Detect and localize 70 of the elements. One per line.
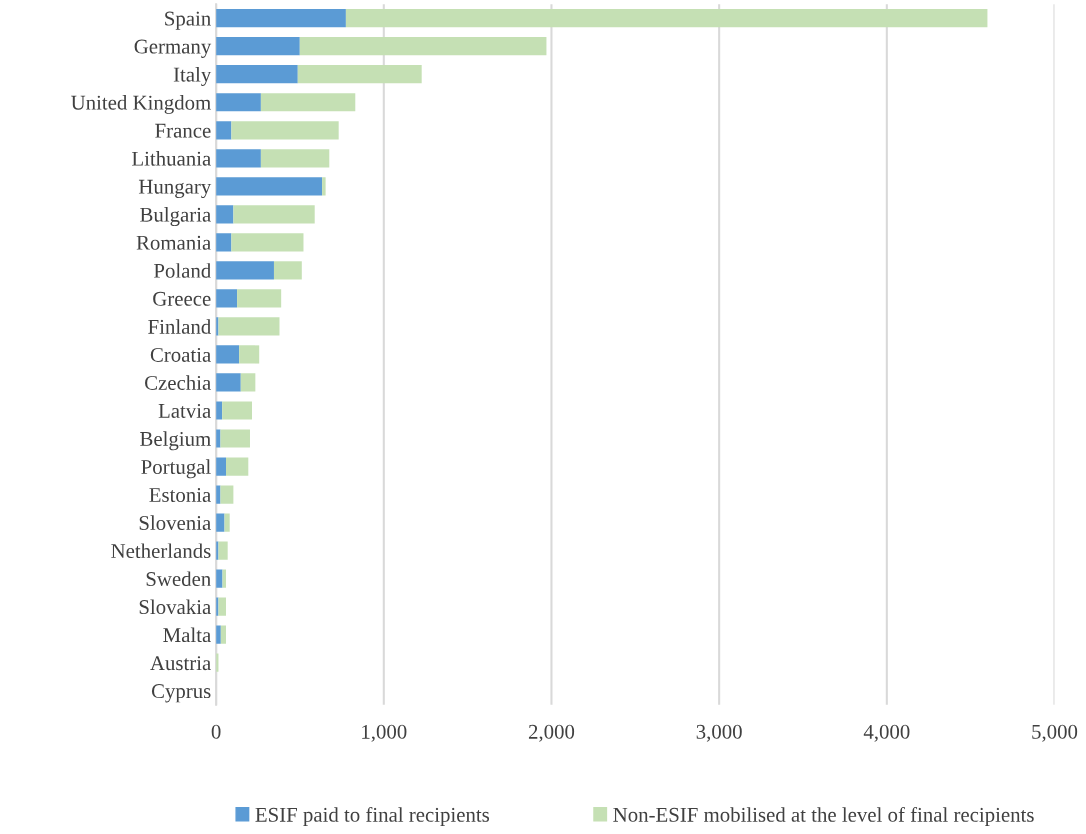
bar xyxy=(216,233,232,252)
y-tick-label: Spain xyxy=(165,11,211,30)
bar xyxy=(273,261,302,280)
bar xyxy=(220,625,227,644)
y-tick-label: Finland xyxy=(148,319,211,334)
bar xyxy=(260,149,330,168)
bar xyxy=(322,177,326,196)
bar xyxy=(297,65,422,84)
bar xyxy=(218,541,228,560)
x-tick-label: 0 xyxy=(211,724,221,739)
y-tick-label: Bulgaria xyxy=(140,207,211,227)
bar xyxy=(222,401,252,420)
y-tick-label: Sweden xyxy=(146,571,211,587)
bar xyxy=(216,65,298,84)
y-tick-label: Netherlands xyxy=(111,543,211,559)
bar xyxy=(299,37,547,56)
bar xyxy=(231,233,304,252)
y-tick-label: Greece xyxy=(153,291,211,306)
y-tick-label: Belgium xyxy=(140,431,211,451)
bar xyxy=(216,457,227,476)
bar xyxy=(216,205,234,224)
x-tick-label: 5,000 xyxy=(1032,724,1078,742)
bar xyxy=(226,457,249,476)
y-tick-label: Hungary xyxy=(138,179,212,199)
y-tick-label: Slovenia xyxy=(139,515,211,531)
y-tick-label: Romania xyxy=(136,235,211,250)
y-tick-label: United Kingdom xyxy=(71,95,211,114)
legend-label: ESIF paid to final recipients xyxy=(255,806,490,827)
bar xyxy=(218,597,227,616)
bar xyxy=(222,569,227,588)
y-tick-label: Estonia xyxy=(149,487,211,502)
y-tick-label: Italy xyxy=(173,67,212,86)
bar xyxy=(216,93,261,112)
y-tick-label: Latvia xyxy=(158,403,211,418)
y-tick-label: Germany xyxy=(134,39,212,58)
y-tick-label: Austria xyxy=(150,656,211,671)
bar xyxy=(216,121,232,140)
y-tick-label: Poland xyxy=(153,263,211,278)
y-tick-label: Croatia xyxy=(150,347,211,362)
x-tick-label: 1,000 xyxy=(362,724,407,742)
bar xyxy=(220,485,234,504)
y-tick-label: Slovakia xyxy=(139,599,211,615)
bar xyxy=(260,93,356,112)
y-tick-label: Lithuania xyxy=(132,151,211,166)
x-tick-label: 3,000 xyxy=(696,724,742,742)
bar xyxy=(216,9,346,28)
y-tick-label: Czechia xyxy=(145,375,211,390)
y-tick-label: Malta xyxy=(163,627,211,643)
bar xyxy=(216,149,261,168)
bar xyxy=(216,177,323,196)
y-tick-label: Portugal xyxy=(141,459,211,479)
bar xyxy=(240,373,256,392)
y-tick-label: France xyxy=(155,123,211,138)
bar xyxy=(216,37,300,56)
bar xyxy=(231,121,339,140)
x-tick-label: 2,000 xyxy=(528,724,575,742)
x-tick-label: 4,000 xyxy=(863,724,910,742)
bar xyxy=(218,317,280,336)
y-tick-label: Cyprus xyxy=(151,684,211,703)
bar xyxy=(216,289,238,308)
bar xyxy=(239,345,260,364)
bar xyxy=(220,429,250,448)
bar xyxy=(345,9,988,28)
bar xyxy=(237,289,282,308)
legend-label: Non-ESIF mobilised at the level of final recipients xyxy=(613,806,1034,827)
bar xyxy=(233,205,315,224)
bar xyxy=(216,373,241,392)
bar xyxy=(216,345,240,364)
bar xyxy=(216,261,274,280)
bar xyxy=(224,513,230,532)
